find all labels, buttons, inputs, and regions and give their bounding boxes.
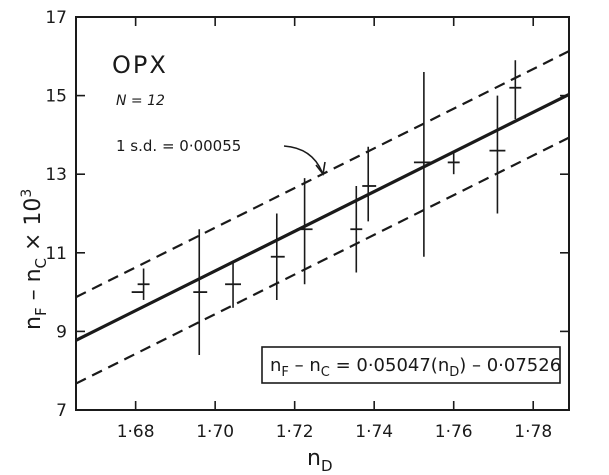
y-tick-labels: 7 9 11 13 15 17 xyxy=(45,8,67,421)
y-tick-label: 13 xyxy=(45,165,67,185)
x-tick-labels: 1·68 1·70 1·72 1·74 1·76 1·78 xyxy=(117,422,552,442)
n-label: N = 12 xyxy=(116,93,165,109)
data-point xyxy=(350,185,363,273)
data-point xyxy=(489,95,506,214)
data-points xyxy=(131,60,522,355)
data-point xyxy=(193,229,208,355)
data-point xyxy=(362,146,377,222)
sd-arrowhead-icon xyxy=(315,161,326,176)
group-label: OPX xyxy=(112,51,168,79)
x-tick-label: 1·70 xyxy=(196,422,234,442)
x-tick-label: 1·78 xyxy=(514,422,552,442)
data-point xyxy=(225,260,241,308)
x-axis-title: nD xyxy=(307,446,333,475)
x-tick-label: 1·74 xyxy=(355,422,393,442)
x-tick-label: 1·76 xyxy=(435,422,473,442)
plot-frame xyxy=(75,16,570,411)
data-point xyxy=(413,72,434,257)
equation-text: nF – nC = 0·05047(nD) – 0·07526 xyxy=(270,355,561,380)
y-tick-label: 11 xyxy=(45,244,67,264)
data-point xyxy=(137,268,150,300)
regression-line xyxy=(75,92,570,342)
y-tick-label: 7 xyxy=(56,401,67,421)
sd-arrow xyxy=(283,145,323,173)
data-point xyxy=(270,213,285,300)
y-tick-label: 15 xyxy=(45,87,67,107)
y-tick-label: 17 xyxy=(45,8,67,28)
data-point xyxy=(509,60,522,120)
data-point xyxy=(296,178,313,285)
sd-label: 1 s.d. = 0·00055 xyxy=(116,137,241,155)
x-tick-label: 1·68 xyxy=(117,422,155,442)
equation-box xyxy=(261,346,561,384)
x-tick-label: 1·72 xyxy=(276,422,314,442)
y-axis-title: nF – nC × 103 xyxy=(19,189,50,330)
data-point xyxy=(447,150,460,175)
lower-sd-line xyxy=(75,136,570,385)
y-tick-label: 9 xyxy=(56,322,67,342)
